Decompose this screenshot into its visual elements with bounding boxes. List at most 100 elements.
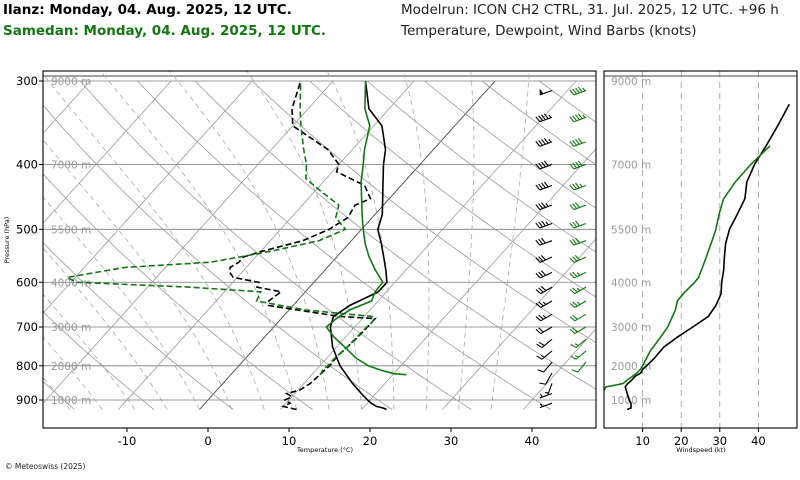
barb-full [572,256,578,262]
moist-adiabat-line [43,73,265,410]
barb-staff [540,286,553,295]
barb-full [540,285,547,292]
barb-half [574,343,579,347]
barb-staff [539,141,553,147]
barb-staff [545,372,553,385]
barb-half [542,314,547,319]
barb-staff [539,256,553,263]
barb-full [577,137,583,144]
wind-barb [536,338,553,349]
wind-barb [535,137,553,147]
barb-full [541,114,546,121]
barb-full [538,301,544,307]
wind-height-label: 7000 m [611,160,651,172]
barb-half [579,183,583,188]
wind-barb [569,286,587,295]
barb-full [572,203,578,209]
wind-barb [569,326,587,334]
wind-barb [535,181,553,191]
y-tick-label: 400 [16,158,38,172]
barb-full [538,287,544,293]
ilanz-dewpoint-line [228,80,377,411]
y-axis-label: Pressure (hPa) [3,217,11,264]
barb-full [535,116,541,123]
isotherm-line [523,328,596,410]
barb-full [543,137,549,144]
barb-half [544,392,549,394]
wind-barb [539,88,553,96]
barb-full [572,88,578,95]
isotherm-line [43,80,253,314]
wind-height-label: 4000 m [611,277,651,289]
barb-half [545,203,549,207]
barb-full [538,314,544,320]
wind-barb [569,137,587,147]
barb-staff [539,222,553,229]
barb-full [541,182,546,189]
barb-full [569,89,575,96]
wind-frame [603,70,798,429]
barb-staff [539,392,553,399]
x-tick-label: 10 [282,434,297,448]
moist-adiabat-line [490,71,530,410]
samedan-dewpoint-line [64,80,376,376]
barb-full [577,113,583,120]
wind-x-tick-label: 10 [635,434,650,448]
barb-staff [540,300,553,308]
barb-full [535,272,541,279]
wind-height-label: 5500 m [611,224,651,236]
barb-full [575,237,580,244]
barb-staff [573,204,587,211]
height-label: 7000 m [51,160,91,172]
barb-half [540,354,545,358]
barb-staff [539,402,553,409]
barb-staff [573,240,587,246]
wind-height-label: 2000 m [611,361,651,373]
barb-full [575,114,580,121]
wind-barb [571,361,587,373]
barb-staff [543,361,553,373]
barb-full [572,301,578,307]
samedan-windspeed-line [604,145,771,391]
wind-barb [569,182,587,191]
wind-barb [535,300,553,308]
wind-x-tick-label: 30 [712,434,727,448]
barb-full [538,341,545,347]
y-tick-label: 900 [16,393,38,407]
barb-full [572,271,578,278]
ilanz-windspeed-line [624,103,791,411]
barb-staff [547,383,553,396]
isotherm-line [442,238,596,410]
barb-full [543,160,549,167]
barb-full [536,355,543,360]
barb-staff [573,222,587,229]
wind-barb [535,313,553,322]
barb-staff [539,116,553,123]
barb-staff [573,271,587,279]
barb-pennant [539,88,544,95]
wind-barb [570,338,587,349]
x-tick-label: 20 [363,434,378,448]
barb-full [569,116,575,123]
wind-barb [535,220,553,229]
x-axis-label: Temperature (°C) [296,446,353,454]
wind-barb [535,326,553,334]
barb-staff [573,184,587,191]
isotherm-line [118,80,415,410]
station1-title: Ilanz: Monday, 04. Aug. 2025, 12 UTC. [3,2,292,18]
wind-barb [535,254,553,263]
barb-full [538,221,544,228]
height-label: 3000 m [51,322,91,334]
x-tick-label: -10 [118,434,137,448]
barb-full [541,138,546,145]
barb-staff [541,338,553,348]
barb-full [538,327,544,333]
barb-half [576,287,581,292]
wind-barb [544,383,553,396]
barb-staff [573,89,587,96]
barb-full [538,203,544,209]
barb-full [570,355,577,360]
y-tick-label: 300 [16,74,38,88]
wind-barb [569,202,587,211]
wind-barb [535,202,553,211]
